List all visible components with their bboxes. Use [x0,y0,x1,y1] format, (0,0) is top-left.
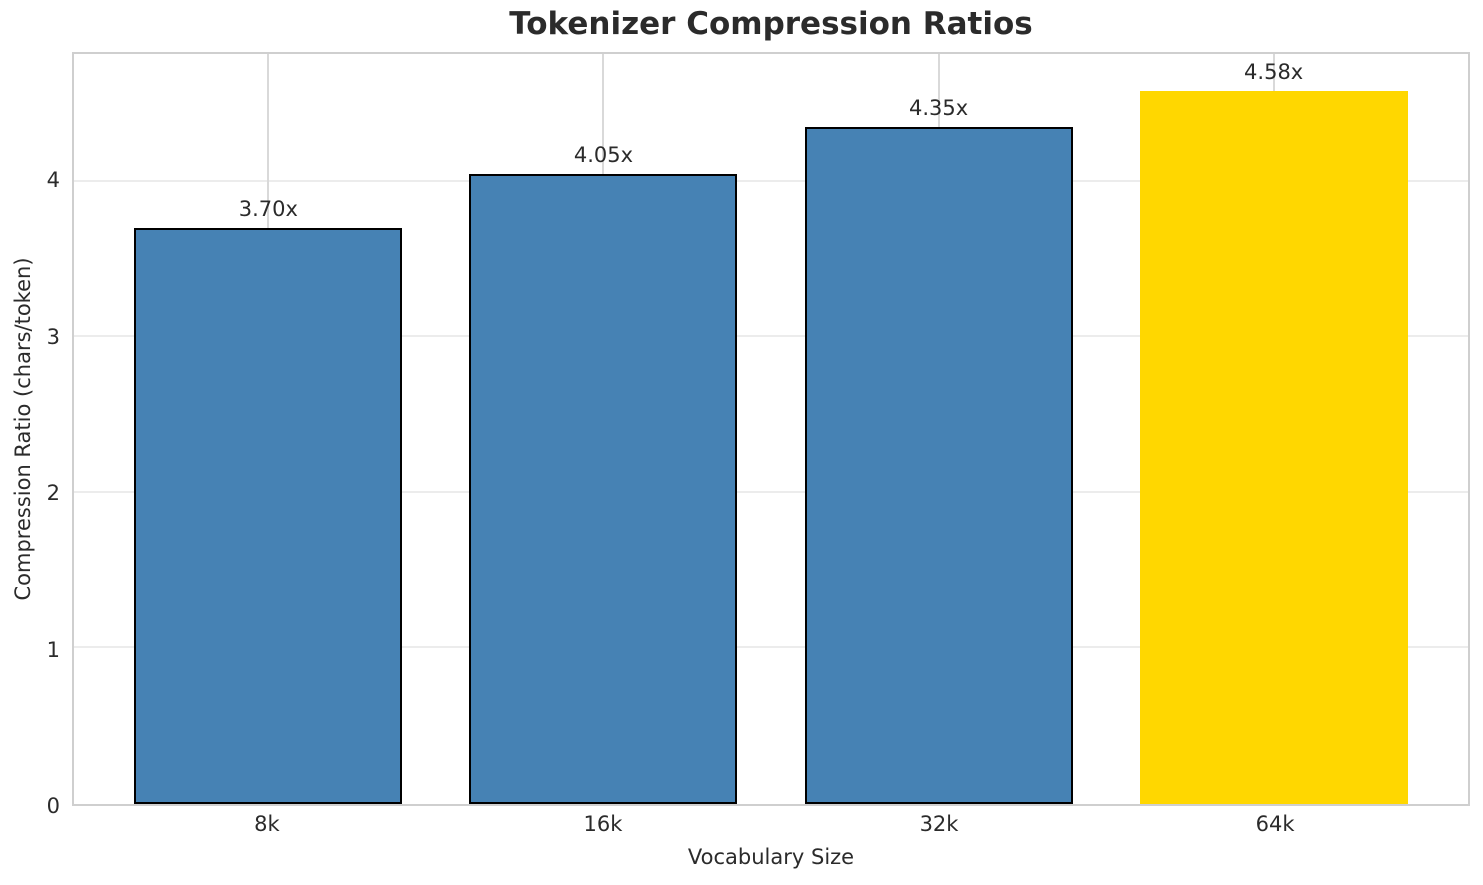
x-tick-label-64k: 64k [1255,812,1295,836]
x-tick-label-16k: 16k [583,812,623,836]
chart-title: Tokenizer Compression Ratios [509,6,1033,42]
bar-value-label-32k: 4.35x [908,96,969,121]
bar-32k [804,127,1073,804]
gridline-horizontal-2 [74,490,1468,493]
y-axis-ticks: 0 1 2 3 4 [0,52,60,818]
y-tick-label-3: 3 [46,324,60,349]
y-axis-label: Compression Ratio (chars/token) [11,257,35,601]
bar-16k [469,173,738,804]
plot-area: 3.70x 4.05x 4.35x 4.58x [72,52,1470,806]
bar-64k [1139,91,1408,804]
x-axis-ticks: 8k 16k 32k 64k [72,812,1470,842]
x-tick-label-32k: 32k [919,812,959,836]
bar-value-label-16k: 4.05x [573,142,634,167]
gridline-horizontal-4 [74,179,1468,182]
x-tick-label-8k: 8k [254,812,280,836]
bar-8k [134,228,403,804]
x-axis-label: Vocabulary Size [687,845,855,869]
bar-value-label-8k: 3.70x [238,197,298,222]
y-tick-label-4: 4 [46,168,60,193]
y-tick-label-2: 2 [46,481,60,506]
gridline-horizontal-3 [74,335,1468,338]
gridline-horizontal-1 [74,646,1468,649]
y-tick-label-1: 1 [46,637,60,662]
y-tick-label-0: 0 [46,794,60,818]
bar-value-label-64k: 4.58x [1244,60,1304,85]
